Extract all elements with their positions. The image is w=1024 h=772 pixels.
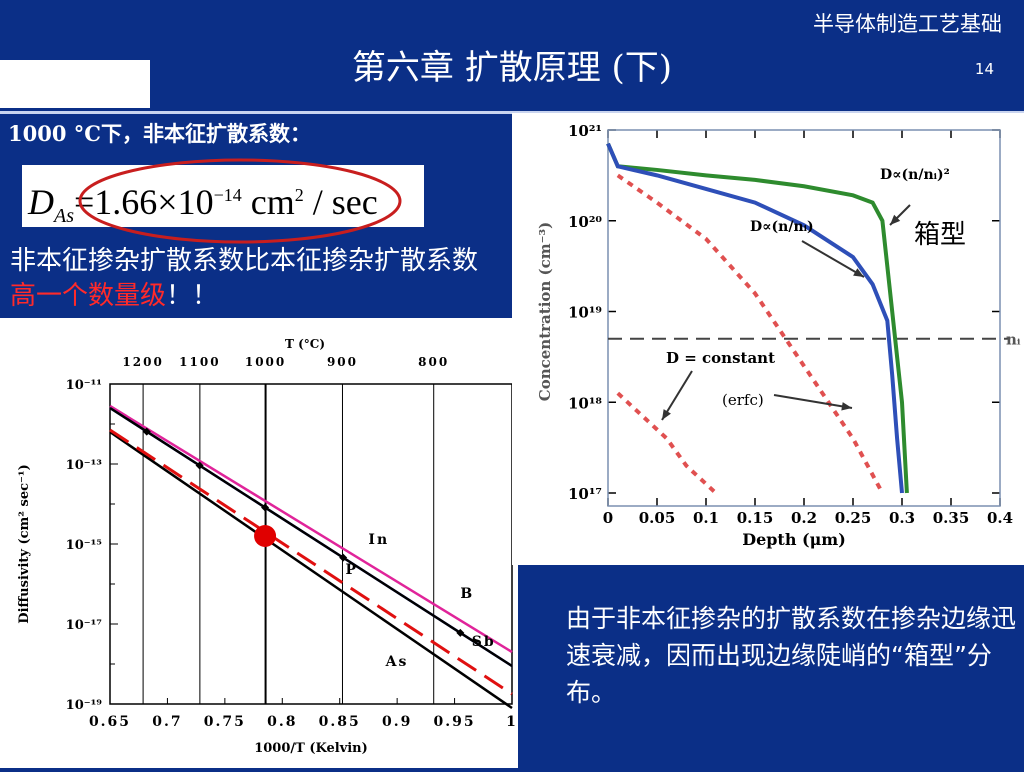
series-line-in [109, 406, 513, 668]
top-axis-title: T (°C) [285, 337, 325, 351]
top-tick-label: 1000 [245, 355, 286, 369]
profile-curve [616, 391, 718, 495]
logo-placeholder [0, 60, 150, 108]
y-tick-label: 10⁻¹⁹ [66, 698, 103, 713]
eq-value: =1.66×10 [74, 182, 214, 222]
ni-label: nᵢ [1006, 331, 1021, 349]
top-tick-label: 900 [327, 355, 358, 369]
x-tick-label: 0.95 [434, 714, 476, 730]
plot-frame [607, 129, 1001, 507]
annotation-box-shape: 箱型 [914, 220, 966, 250]
x-tick-label: 0.2 [791, 509, 817, 527]
plot-frame [109, 383, 513, 705]
eq-unit-power: 2 [294, 185, 304, 205]
y-tick-label: 10²¹ [568, 122, 602, 140]
x-tick-label: 0.7 [152, 714, 182, 730]
x-tick-label: 0.1 [693, 509, 719, 527]
y-tick-label: 10¹⁹ [568, 304, 602, 322]
concentration-chart-panel: 0 0.05 0.1 0.15 0.2 0.25 0.3 0.35 0.4 10²¹ 10²⁰ 10¹… [512, 113, 1024, 565]
series-line-sb [109, 428, 513, 696]
conclusion-text: 由于非本征掺杂的扩散系数在掺杂边缘迅速衰减，因而出现边缘陡峭的“箱型”分布。 [566, 604, 1017, 707]
profile-curve [606, 142, 909, 494]
desc-part1: 非本征掺杂扩散系数比本征掺杂扩散系数 [10, 246, 479, 276]
x-tick-label: 0 [603, 509, 613, 527]
diffusivity-chart: 1200 1100 1000 900 800 T (°C) 0.65 0.7 0.75 0.8 0.… [17, 337, 518, 756]
series-line-as [109, 430, 513, 710]
x-tick-label: 0.75 [204, 714, 246, 730]
top-tick-label: 800 [418, 355, 449, 369]
equation-highlight-oval [78, 158, 402, 244]
conclusion-box [558, 568, 1024, 768]
desc-part2: ！！ [166, 281, 219, 311]
arrowhead [841, 402, 852, 411]
x-tick-label: 0.15 [737, 509, 774, 527]
x-tick-label: 0.8 [267, 714, 297, 730]
course-title: 半导体制造工艺基础 [813, 12, 1002, 36]
y-tick-label: 10¹⁸ [568, 394, 602, 412]
y-tick-label: 10¹⁷ [568, 485, 602, 503]
annotation-constant: D = constant [666, 349, 775, 367]
y-axis-label: Diffusivity (cm² sec⁻¹) [17, 464, 32, 623]
series-line-b [109, 404, 513, 654]
eq-exponent: −14 [213, 185, 242, 205]
slide-title: 第六章 扩散原理 (下) [351, 48, 673, 88]
y-tick-label: 10⁻¹⁷ [66, 618, 103, 633]
data-marker [195, 461, 204, 470]
top-tick-label: 1100 [179, 355, 220, 369]
profile-curve [616, 173, 885, 494]
x-tick-label: 0.05 [639, 509, 676, 527]
annotation-arrow [801, 240, 865, 278]
y-tick-label: 10⁻¹¹ [66, 378, 102, 393]
x-tick-label: 0.4 [987, 509, 1013, 527]
x-tick-label: 0.35 [933, 509, 970, 527]
series-label-p: P [345, 562, 358, 578]
eq-unit-tail: / sec [303, 182, 378, 222]
series-label-in: In [368, 532, 389, 548]
annotation-erfc: (erfc) [722, 391, 764, 409]
annotation-arrow [773, 394, 853, 409]
data-marker [261, 503, 270, 512]
x-axis-label: 1000/T (Kelvin) [254, 741, 368, 756]
diffusivity-equation: DAs=1.66×10−14 cm2 / sec [28, 170, 378, 241]
x-tick-label: 0.85 [319, 714, 361, 730]
arrowhead [890, 214, 901, 225]
eq-symbol: D [28, 182, 54, 222]
y-axis-label: Concentration (cm⁻³) [536, 222, 554, 401]
desc-highlight: 高一个数量级 [10, 281, 167, 311]
condition-text: 1000 °C下，非本征扩散系数： [8, 118, 508, 148]
series-label-sb: Sb [472, 634, 496, 650]
arrowhead [662, 409, 671, 420]
header-divider [0, 111, 1024, 114]
highlight-point [254, 525, 277, 547]
series-label-b: B [460, 586, 474, 602]
profile-curve [606, 142, 904, 494]
y-tick-label: 10⁻¹⁵ [66, 538, 103, 553]
data-marker [339, 553, 348, 562]
diffusivity-chart-panel: 1200 1100 1000 900 800 T (°C) 0.65 0.7 0.75 0.8 0.… [0, 318, 518, 768]
data-marker [456, 628, 465, 637]
series-label-as: As [385, 654, 409, 670]
top-tick-label: 1200 [122, 355, 163, 369]
eq-unit: cm [241, 182, 295, 222]
eq-subscript: As [54, 205, 74, 228]
annotation-square: D∝(n/nᵢ)² [880, 167, 950, 183]
y-tick-label: 10²⁰ [568, 213, 602, 231]
extrinsic-description: 非本征掺杂扩散系数比本征掺杂扩散系数高一个数量级！！ [10, 244, 500, 314]
x-tick-label: 1 [506, 714, 518, 730]
x-tick-label: 0.3 [889, 509, 915, 527]
condition-line: 1000 °C下，非本征扩散系数： [8, 121, 311, 146]
y-tick-label: 10⁻¹³ [66, 458, 103, 473]
slide-number: 14 [974, 60, 994, 78]
data-marker [142, 427, 151, 436]
x-tick-label: 0.65 [89, 714, 131, 730]
x-tick-label: 0.25 [835, 509, 872, 527]
x-axis-label: Depth (μm) [742, 530, 846, 549]
concentration-chart: 0 0.05 0.1 0.15 0.2 0.25 0.3 0.35 0.4 10²¹ 10²⁰ 10¹… [536, 122, 1021, 549]
x-tick-label: 0.9 [382, 714, 412, 730]
arrowhead [853, 268, 864, 277]
annotation-linear: D∝(n/nᵢ) [750, 219, 814, 235]
